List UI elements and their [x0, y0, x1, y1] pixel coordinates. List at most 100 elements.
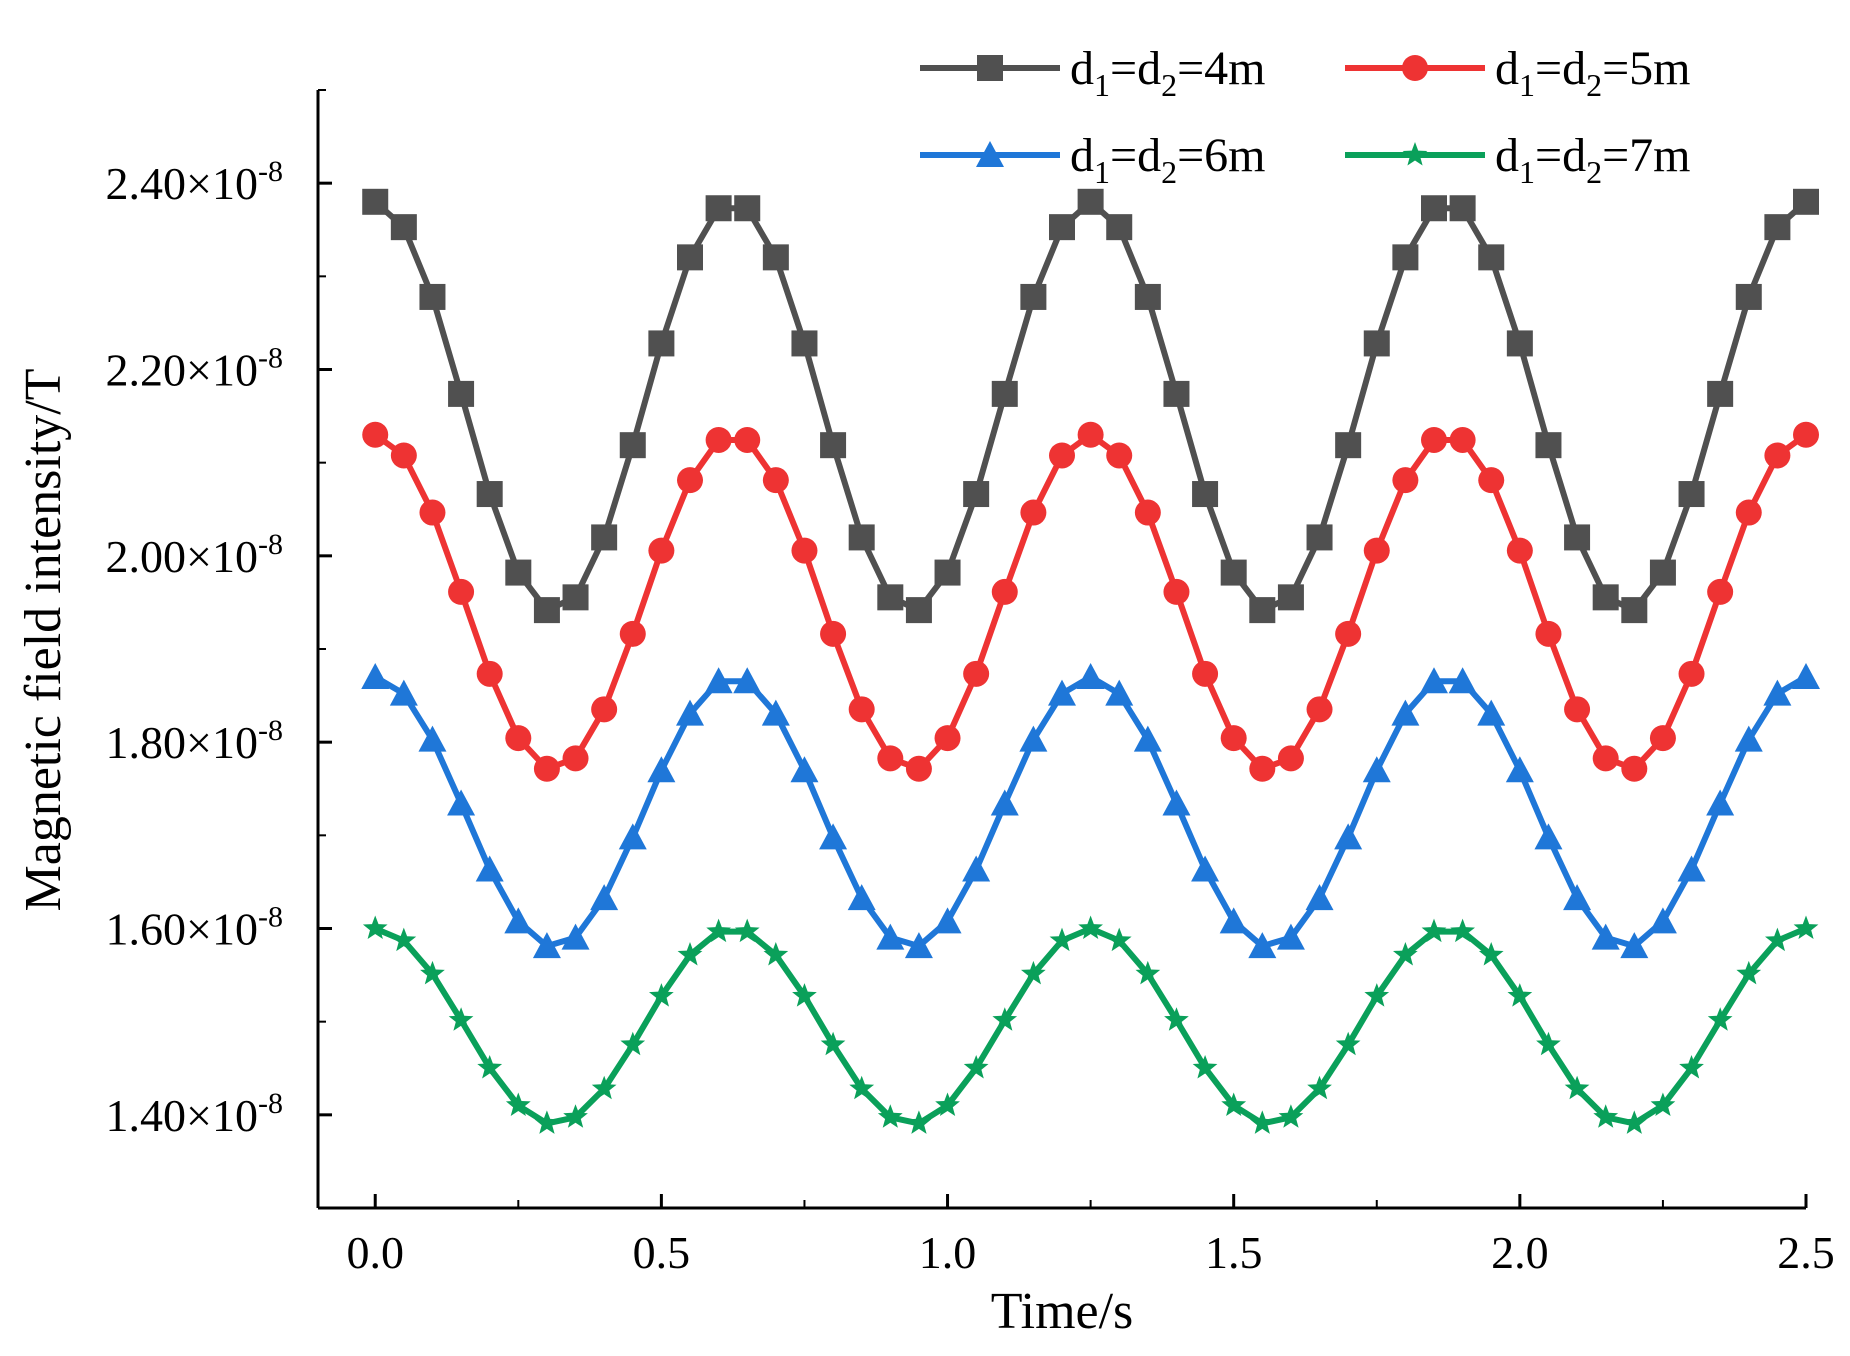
- series-d1=d2=4m: [362, 188, 1819, 624]
- data-point: [362, 188, 389, 215]
- series-line: [373, 431, 1808, 772]
- data-point: [361, 662, 390, 689]
- data-point: [562, 584, 589, 611]
- data-point: [677, 467, 703, 494]
- legend-label: d1=d2=7m: [1495, 129, 1690, 190]
- y-tick-label-text: 1.80×10: [106, 717, 258, 768]
- legend-subscript: 2: [1586, 67, 1602, 103]
- data-point: [1393, 942, 1418, 966]
- y-tick-label-text: 2.40×10: [106, 158, 258, 209]
- data-point: [734, 918, 760, 943]
- data-point: [1364, 983, 1390, 1007]
- y-tick-label: 2.40×10 -8: [106, 155, 283, 209]
- data-point: [649, 983, 674, 1007]
- legend-text-part: =5m: [1602, 42, 1690, 95]
- data-point: [1679, 1055, 1704, 1079]
- data-point: [591, 524, 618, 551]
- series-layer: [361, 188, 1820, 1134]
- data-point: [1077, 421, 1104, 448]
- data-point: [562, 745, 589, 772]
- data-point: [1077, 188, 1104, 215]
- x-tick-label: 1.5: [1205, 1227, 1263, 1278]
- data-point: [1220, 559, 1247, 586]
- data-point: [1277, 584, 1304, 611]
- data-point: [505, 1092, 531, 1116]
- data-point: [619, 432, 646, 459]
- data-point: [1402, 55, 1428, 81]
- data-point: [448, 578, 475, 605]
- data-point: [1764, 214, 1791, 241]
- data-point: [934, 725, 961, 752]
- data-point: [1648, 907, 1677, 934]
- data-point: [906, 1110, 932, 1134]
- data-point: [1478, 467, 1505, 494]
- data-point: [849, 1075, 875, 1100]
- data-point: [763, 942, 789, 966]
- data-point: [1793, 421, 1819, 448]
- legend-subscript: 2: [1161, 67, 1177, 103]
- data-point: [647, 756, 676, 783]
- legend-text-part: =4m: [1177, 42, 1265, 95]
- data-point: [1763, 679, 1792, 706]
- y-tick-label: 2.00×10 -8: [106, 528, 283, 582]
- data-point: [1133, 725, 1162, 752]
- data-point: [534, 1110, 560, 1134]
- data-point: [676, 699, 704, 726]
- series-line: [373, 198, 1808, 614]
- legend-text-part: d: [1495, 129, 1519, 182]
- data-point: [448, 1007, 474, 1031]
- data-point: [362, 915, 388, 939]
- data-point: [533, 597, 560, 624]
- data-point: [591, 696, 618, 723]
- data-point: [990, 789, 1019, 816]
- data-point: [1793, 188, 1819, 215]
- legend-label: d1=d2=5m: [1495, 42, 1690, 103]
- data-point: [705, 195, 732, 222]
- legend-entry: d1=d2=7m: [1345, 129, 1690, 190]
- data-point: [1564, 524, 1591, 551]
- data-point: [820, 432, 847, 459]
- data-point: [1478, 942, 1504, 966]
- data-point: [1448, 667, 1477, 694]
- y-tick-exponent: -8: [258, 901, 283, 934]
- data-point: [792, 983, 817, 1007]
- data-point: [618, 823, 647, 850]
- series-d1=d2=6m: [361, 662, 1820, 959]
- legend-subscript: 1: [1094, 154, 1110, 190]
- data-point: [704, 667, 733, 694]
- legend-text-part: d: [1495, 42, 1519, 95]
- y-tick-exponent: -8: [258, 528, 283, 561]
- data-point: [1735, 499, 1762, 526]
- data-point: [677, 942, 703, 966]
- data-point: [1420, 667, 1448, 694]
- x-tick-label: 0.5: [633, 1227, 691, 1278]
- legend-text-part: =7m: [1602, 129, 1690, 182]
- data-point: [877, 584, 904, 611]
- legend-text-part: =d: [1110, 42, 1161, 95]
- data-point: [963, 660, 990, 687]
- data-point: [1192, 660, 1219, 687]
- data-point: [991, 578, 1018, 605]
- y-tick-label: 1.40×10 -8: [106, 1087, 283, 1141]
- data-point: [1076, 662, 1105, 689]
- data-point: [1536, 1031, 1561, 1056]
- series-d1=d2=5m: [362, 421, 1819, 782]
- data-point: [962, 855, 991, 882]
- y-tick-exponent: -8: [258, 155, 283, 188]
- x-tick-label: 0.0: [346, 1227, 404, 1278]
- x-axis-title: Time/s: [991, 1283, 1134, 1340]
- data-point: [1593, 1104, 1619, 1128]
- x-tick-label: 1.0: [919, 1227, 977, 1278]
- y-tick-label-text: 2.20×10: [106, 345, 258, 396]
- data-point: [620, 1031, 646, 1056]
- data-point: [963, 1055, 989, 1079]
- data-point: [1278, 1104, 1304, 1128]
- legend-subscript: 1: [1094, 67, 1110, 103]
- data-point: [1248, 932, 1277, 959]
- data-point: [963, 481, 990, 508]
- data-point: [1392, 244, 1419, 271]
- data-point: [1334, 823, 1363, 850]
- legend-text-part: =d: [1535, 129, 1586, 182]
- data-point: [1307, 1075, 1332, 1100]
